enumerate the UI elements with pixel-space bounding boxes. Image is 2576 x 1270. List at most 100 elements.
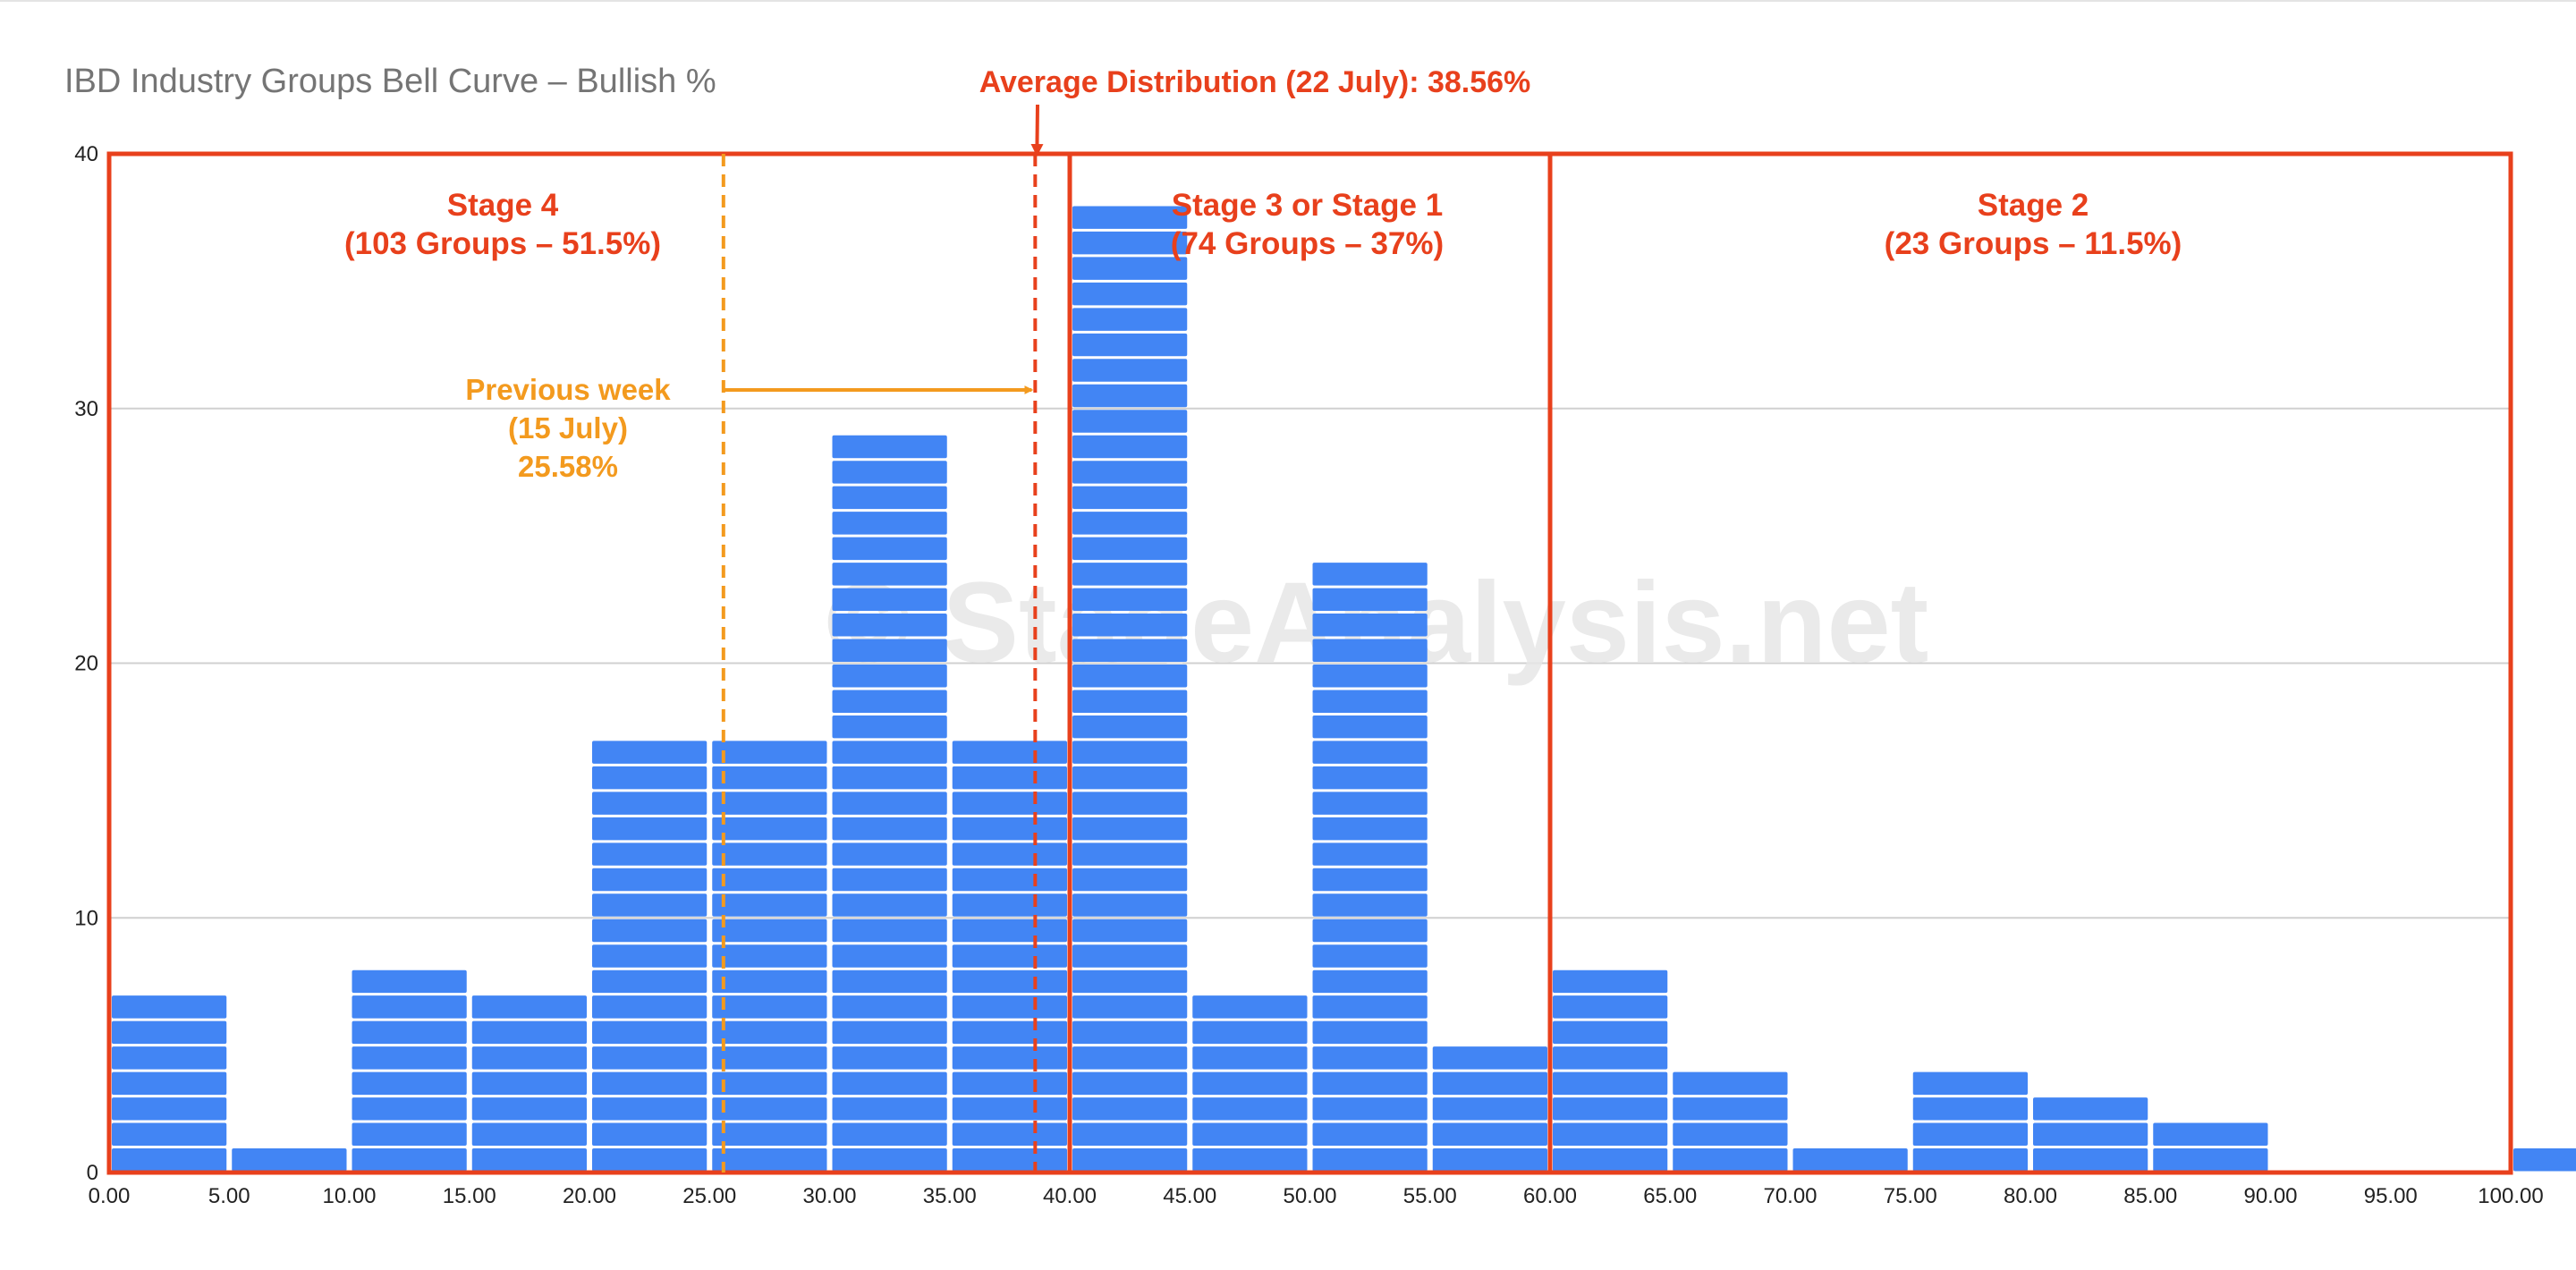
x-tick-label: 90.00 [2243,1184,2297,1208]
bar-segment [1312,969,1428,994]
x-tick-label: 85.00 [2123,1184,2177,1208]
bar-segment [352,1122,467,1147]
bar-segment [1072,792,1188,815]
bar-segment [352,969,467,994]
bar-segment [1072,817,1188,841]
bar-segment [112,995,227,1019]
bar-segment [1553,1097,1668,1121]
bar-segment [592,817,708,841]
bar-segment [2033,1122,2148,1147]
histogram-bar [2153,1122,2268,1172]
bar-segment [952,792,1067,815]
bar-segment [712,1020,827,1045]
y-tick-label: 10 [74,906,98,930]
bar-segment [352,1020,467,1045]
bar-segment [712,1097,827,1121]
bar-segment [712,944,827,968]
bar-segment [352,1097,467,1121]
previous-week-value: 25.58% [518,450,618,483]
bar-segment [592,1122,708,1147]
stage-3-or-1-title: Stage 3 or Stage 1 [1172,188,1443,223]
bar-segment [712,792,827,815]
x-tick-label: 65.00 [1643,1184,1697,1208]
bar-segment [471,1097,587,1121]
bar-segment [1312,944,1428,968]
stage-2-subtitle: (23 Groups – 11.5%) [1885,226,2182,261]
histogram-bar [832,435,947,1172]
bar-segment [1192,1097,1308,1121]
bar-segment [1072,741,1188,764]
y-axis-ticks: 0 10 20 30 40 [74,142,98,1185]
y-tick-label: 30 [74,397,98,421]
bar-segment [1673,1071,1788,1096]
stage-4-subtitle: (103 Groups – 51.5%) [344,226,661,261]
bar-segment [1673,1148,1788,1172]
bar-segment [1312,1020,1428,1045]
bar-segment [832,639,947,662]
bar-segment [832,512,947,535]
bar-segment [1553,1122,1668,1147]
bar-segment [832,715,947,739]
bar-segment [712,868,827,892]
bar-segment [1072,486,1188,510]
bar-segment [832,690,947,713]
bar-segment [1553,1071,1668,1096]
histogram-bar [1432,1046,1547,1172]
x-tick-label: 5.00 [208,1184,250,1208]
bar-segment [232,1148,347,1172]
bar-segment [712,1071,827,1096]
bar-segment [1072,868,1188,892]
bar-segment [1673,1122,1788,1147]
bar-segment [712,1148,827,1172]
x-axis-ticks: 0.00 5.00 10.00 15.00 20.00 25.00 30.00 35.00 40… [89,1184,2544,1208]
bar-segment [832,944,947,968]
bar-segment [592,944,708,968]
bar-segment [1072,1122,1188,1147]
histogram-bar [1072,206,1188,1172]
bar-segment [592,1071,708,1096]
bar-segment [1072,690,1188,713]
bar-segment [1312,563,1428,586]
bar-segment [1072,665,1188,688]
bar-segment [592,792,708,815]
x-tick-label: 40.00 [1043,1184,1097,1208]
bar-segment [832,741,947,764]
bar-segment [1792,1148,1908,1172]
average-arrow [1030,104,1044,157]
bar-segment [1432,1046,1547,1070]
bar-segment [592,741,708,764]
bar-segment [1192,1071,1308,1096]
bar-segment [112,1020,227,1045]
bar-segment [1312,1071,1428,1096]
x-tick-label: 60.00 [1523,1184,1577,1208]
bar-segment [1312,1097,1428,1121]
bar-segment [1553,1148,1668,1172]
x-tick-label: 30.00 [802,1184,856,1208]
bar-segment [352,995,467,1019]
bar-segment [1072,893,1188,917]
bar-segment [1072,1046,1188,1070]
histogram-bar [1553,969,1668,1172]
bar-segment [832,665,947,688]
bar-segment [1312,995,1428,1019]
stage-4-title: Stage 4 [447,188,559,223]
bar-segment [832,537,947,561]
bar-segment [1192,1046,1308,1070]
previous-week-label: Previous week [465,373,671,406]
bar-segment [592,1148,708,1172]
bar-segment [592,995,708,1019]
bar-segment [1312,792,1428,815]
average-distribution-label: Average Distribution (22 July): 38.56% [979,65,1531,99]
bar-segment [1312,588,1428,612]
histogram-bar [1312,563,1428,1172]
bar-segment [952,1020,1067,1045]
histogram-bar [112,995,227,1172]
bar-segment [2153,1148,2268,1172]
bar-segment [1072,715,1188,739]
bar-segment [1912,1097,2028,1121]
gridlines [109,153,2511,919]
x-tick-label: 75.00 [1884,1184,1937,1208]
histogram-bar [592,741,708,1172]
bar-segment [832,614,947,637]
bar-segment [952,1148,1067,1172]
